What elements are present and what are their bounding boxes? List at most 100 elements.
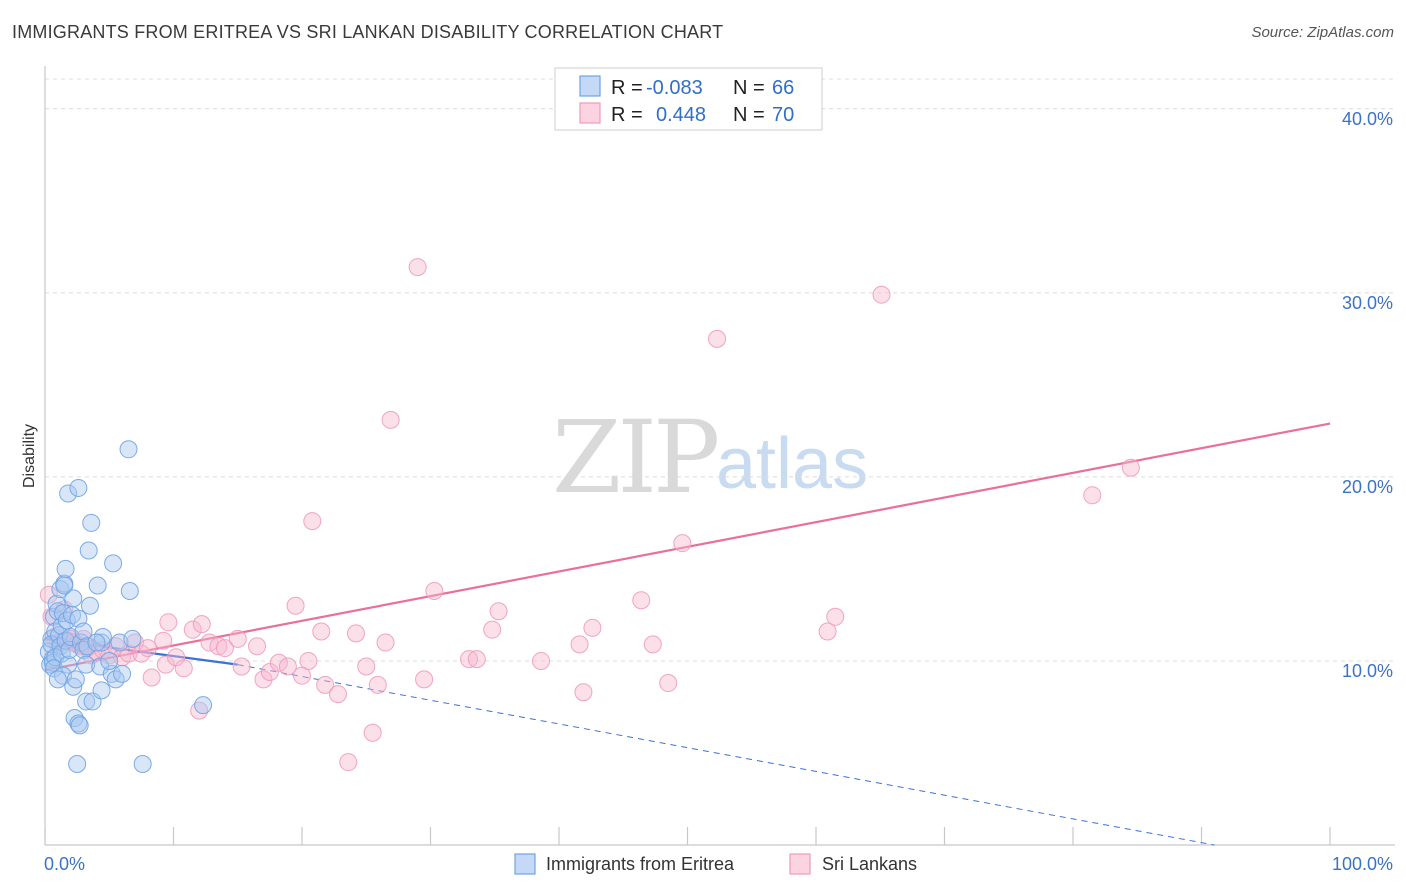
eritrea-point <box>48 670 67 689</box>
srilankans-point <box>154 631 173 650</box>
srilankans-point <box>39 585 58 604</box>
srilankans-point <box>339 753 358 772</box>
eritrea-point <box>51 637 70 656</box>
eritrea-point <box>47 594 66 613</box>
srilankans-point <box>316 675 335 694</box>
legend-n-value-1: 66 <box>772 77 794 99</box>
eritrea-point <box>55 576 74 595</box>
legend: R = -0.083 N = 66 R = 0.448 N = 70 <box>554 67 823 131</box>
srilankans-point <box>156 655 175 674</box>
eritrea-point <box>113 664 132 683</box>
bottom-legend-swatch-srilankans <box>789 853 811 875</box>
chart-source: Source: ZipAtlas.com <box>1251 24 1394 41</box>
sri-lankans-points <box>39 258 1140 772</box>
eritrea-point <box>133 755 152 774</box>
eritrea-point <box>56 559 75 578</box>
srilankans-point <box>415 670 434 689</box>
eritrea-point <box>74 622 93 641</box>
eritrea-point <box>70 716 89 735</box>
srilankans-point <box>381 410 400 429</box>
watermark-atlas: atlas <box>716 424 868 504</box>
srilankans-point <box>376 633 395 652</box>
axes <box>44 66 1395 846</box>
srilankans-point <box>460 650 479 669</box>
legend-swatch-eritrea <box>579 75 601 97</box>
srilankans-point <box>570 635 589 654</box>
srilankans-point <box>174 659 193 678</box>
eritrea-point <box>100 651 119 670</box>
eritrea-point <box>60 640 79 659</box>
srilankans-point <box>1121 458 1140 477</box>
legend-n-label-1: N = <box>733 77 765 99</box>
srilankans-point <box>408 258 427 277</box>
eritrea-point <box>56 631 75 650</box>
srilankans-point <box>142 668 161 687</box>
eritrea-point <box>119 440 138 459</box>
legend-r-value-1: -0.083 <box>646 77 703 99</box>
srilankans-point <box>1083 486 1102 505</box>
eritrea-point <box>194 696 213 715</box>
srilankans-point <box>215 639 234 658</box>
srilankans-point <box>328 685 347 704</box>
srilankans-point <box>260 662 279 681</box>
eritrea-point <box>79 541 98 560</box>
eritrea-point <box>77 692 96 711</box>
x-tick-labels: 0.0% 100.0% <box>44 854 1393 874</box>
eritrea-point <box>92 681 111 700</box>
eritrea-point <box>87 633 106 652</box>
srilankans-point <box>574 683 593 702</box>
eritrea-point <box>68 755 87 774</box>
srilankans-point <box>368 675 387 694</box>
srilankans-point <box>467 650 486 669</box>
trend-line-srilankans <box>44 422 1331 672</box>
srilankans-point <box>286 596 305 615</box>
legend-n-value-2: 70 <box>772 104 794 126</box>
srilankans-point <box>209 637 228 656</box>
bottom-legend: Immigrants from Eritrea Sri Lankans <box>514 853 917 875</box>
srilankans-point <box>659 674 678 693</box>
srilankans-point <box>228 629 247 648</box>
eritrea-point <box>77 655 96 674</box>
eritrea-point <box>64 589 83 608</box>
legend-r-label-1: R = <box>611 77 643 99</box>
legend-r-value-2: 0.448 <box>656 104 706 126</box>
eritrea-point <box>59 655 78 674</box>
srilankans-point <box>489 602 508 621</box>
srilankans-point <box>183 620 202 639</box>
srilankans-point <box>346 624 365 643</box>
eritrea-points <box>39 440 213 774</box>
srilankans-point <box>303 512 322 531</box>
srilankans-point <box>708 329 727 348</box>
srilankans-point <box>269 653 288 672</box>
y-tick-label: 30.0% <box>1342 293 1393 313</box>
watermark-zip: ZIP <box>552 399 717 516</box>
eritrea-point <box>92 633 111 652</box>
srilankans-point <box>483 620 502 639</box>
eritrea-point <box>80 596 99 615</box>
eritrea-point <box>78 637 97 656</box>
y-tick-labels: 10.0% 20.0% 30.0% 40.0% <box>1342 109 1393 681</box>
eritrea-point <box>120 582 139 601</box>
trend-line-eritrea-extrapolated <box>237 664 1215 846</box>
y-axis-label: Disability <box>21 424 38 488</box>
x-tick-label: 0.0% <box>44 854 85 874</box>
srilankans-point <box>872 285 891 304</box>
y-tick-label: 10.0% <box>1342 661 1393 681</box>
srilankans-point <box>363 723 382 742</box>
x-tick-label: 100.0% <box>1332 854 1393 874</box>
srilankans-point <box>192 615 211 634</box>
legend-n-label-2: N = <box>733 104 765 126</box>
eritrea-point <box>44 659 63 678</box>
srilankans-point <box>159 613 178 632</box>
srilankans-point <box>299 651 318 670</box>
srilankans-point <box>643 635 662 654</box>
srilankans-point <box>248 637 267 656</box>
eritrea-point <box>82 513 101 532</box>
eritrea-point <box>64 677 83 696</box>
grid-lines <box>45 78 1395 662</box>
bottom-legend-label-srilankans: Sri Lankans <box>822 854 917 874</box>
srilankans-point <box>357 657 376 676</box>
eritrea-point <box>59 484 78 503</box>
srilankans-point <box>826 607 845 626</box>
